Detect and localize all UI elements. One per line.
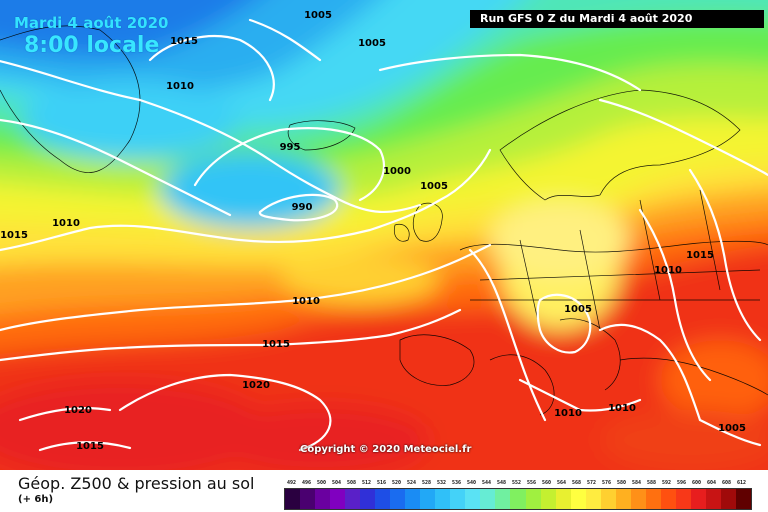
isobar-label: 1005 <box>304 10 332 21</box>
isobar-label: 1015 <box>170 36 198 47</box>
legend-value: 596 <box>676 480 687 486</box>
legend-swatch <box>450 489 466 509</box>
legend-value: 600 <box>691 480 702 486</box>
legend-value: 564 <box>556 480 567 486</box>
legend-value: 592 <box>661 480 672 486</box>
isobar-label: 1010 <box>166 81 194 92</box>
legend-value: 580 <box>616 480 627 486</box>
legend-swatch <box>510 489 526 509</box>
isobar-label: 1005 <box>564 304 592 315</box>
legend-swatch <box>660 489 676 509</box>
legend-value: 608 <box>721 480 732 486</box>
legend-value: 588 <box>646 480 657 486</box>
legend-value: 508 <box>346 480 357 486</box>
legend-labels: 492 496 500 504 508 512 516 520 524 528 532 536 540 5… <box>284 480 750 486</box>
legend-value: 560 <box>541 480 552 486</box>
legend-swatch <box>645 489 661 509</box>
legend-swatch <box>540 489 556 509</box>
legend-swatch <box>690 489 706 509</box>
legend-swatch <box>285 489 301 509</box>
legend-swatch <box>465 489 481 509</box>
isobar-labels: 1005 1015 1005 1010 995 1000 1005 990 1010 1015 10… <box>0 10 746 452</box>
legend-swatch <box>315 489 331 509</box>
coastlines <box>0 25 768 416</box>
legend-swatch <box>345 489 361 509</box>
legend-value: 576 <box>601 480 612 486</box>
isobar-label: 1020 <box>64 405 92 416</box>
z500-map: 1005 1015 1005 1010 995 1000 1005 990 1010 1015 10… <box>0 0 768 470</box>
legend-value: 568 <box>571 480 582 486</box>
legend-swatch <box>375 489 391 509</box>
legend-value: 544 <box>481 480 492 486</box>
isobar-label: 1010 <box>554 408 582 419</box>
isobar-label: 1010 <box>52 218 80 229</box>
isobar-label: 1015 <box>76 441 104 452</box>
isobar-label: 1010 <box>654 265 682 276</box>
legend-swatch <box>705 489 721 509</box>
legend-swatch <box>600 489 616 509</box>
forecast-date: Mardi 4 août 2020 <box>14 14 169 32</box>
isobar-label: 1005 <box>420 181 448 192</box>
isobar-label: 990 <box>292 202 313 213</box>
copyright: Copyright © 2020 Meteociel.fr <box>300 444 472 455</box>
legend-value: 552 <box>511 480 522 486</box>
legend-swatch <box>330 489 346 509</box>
legend-value: 512 <box>361 480 372 486</box>
legend-value: 556 <box>526 480 537 486</box>
legend-swatch <box>585 489 601 509</box>
map-footer: Géop. Z500 & pression au sol (+ 6h) 492 4… <box>0 470 768 512</box>
legend-swatch <box>435 489 451 509</box>
legend-value: 548 <box>496 480 507 486</box>
legend-swatch <box>630 489 646 509</box>
legend-swatch <box>420 489 436 509</box>
legend-swatch <box>525 489 541 509</box>
legend-value: 516 <box>376 480 387 486</box>
geopotential-field <box>0 0 768 470</box>
legend-value: 504 <box>331 480 342 486</box>
legend-value: 532 <box>436 480 447 486</box>
forecast-time: 8:00 locale <box>24 33 160 58</box>
isobar-label: 1005 <box>718 423 746 434</box>
run-info: Run GFS 0 Z du Mardi 4 août 2020 <box>470 10 764 28</box>
map-title: Géop. Z500 & pression au sol <box>18 474 255 493</box>
legend-swatch <box>405 489 421 509</box>
isobar-label: 995 <box>280 142 301 153</box>
isobar-lines <box>0 18 768 452</box>
isobar-label: 1015 <box>0 230 28 241</box>
legend-value: 572 <box>586 480 597 486</box>
legend-value: 528 <box>421 480 432 486</box>
legend-value: 520 <box>391 480 402 486</box>
legend-swatch <box>555 489 571 509</box>
legend-swatch <box>615 489 631 509</box>
isobar-label: 1000 <box>383 166 411 177</box>
isobar-label: 1005 <box>358 38 386 49</box>
color-legend: 492 496 500 504 508 512 516 520 524 528 532 536 540 5… <box>284 480 752 510</box>
legend-value: 536 <box>451 480 462 486</box>
isobar-label: 1015 <box>262 339 290 350</box>
legend-value: 540 <box>466 480 477 486</box>
legend-value: 496 <box>301 480 312 486</box>
legend-swatch <box>495 489 511 509</box>
legend-value: 612 <box>736 480 747 486</box>
legend-swatch <box>675 489 691 509</box>
isobar-label: 1015 <box>686 250 714 261</box>
weather-map: 1005 1015 1005 1010 995 1000 1005 990 1010 1015 10… <box>0 0 768 470</box>
legend-swatch <box>390 489 406 509</box>
legend-value: 500 <box>316 480 327 486</box>
legend-swatch <box>570 489 586 509</box>
legend-swatch <box>480 489 496 509</box>
legend-swatch <box>360 489 376 509</box>
map-subtitle: (+ 6h) <box>18 494 54 505</box>
legend-value: 604 <box>706 480 717 486</box>
isobar-label: 1010 <box>292 296 320 307</box>
legend-swatch <box>300 489 316 509</box>
isobar-label: 1010 <box>608 403 636 414</box>
legend-value: 584 <box>631 480 642 486</box>
legend-value: 492 <box>286 480 297 486</box>
legend-swatches <box>284 488 752 510</box>
legend-value: 524 <box>406 480 417 486</box>
isobar-label: 1020 <box>242 380 270 391</box>
legend-swatch <box>735 489 751 509</box>
legend-swatch <box>720 489 736 509</box>
